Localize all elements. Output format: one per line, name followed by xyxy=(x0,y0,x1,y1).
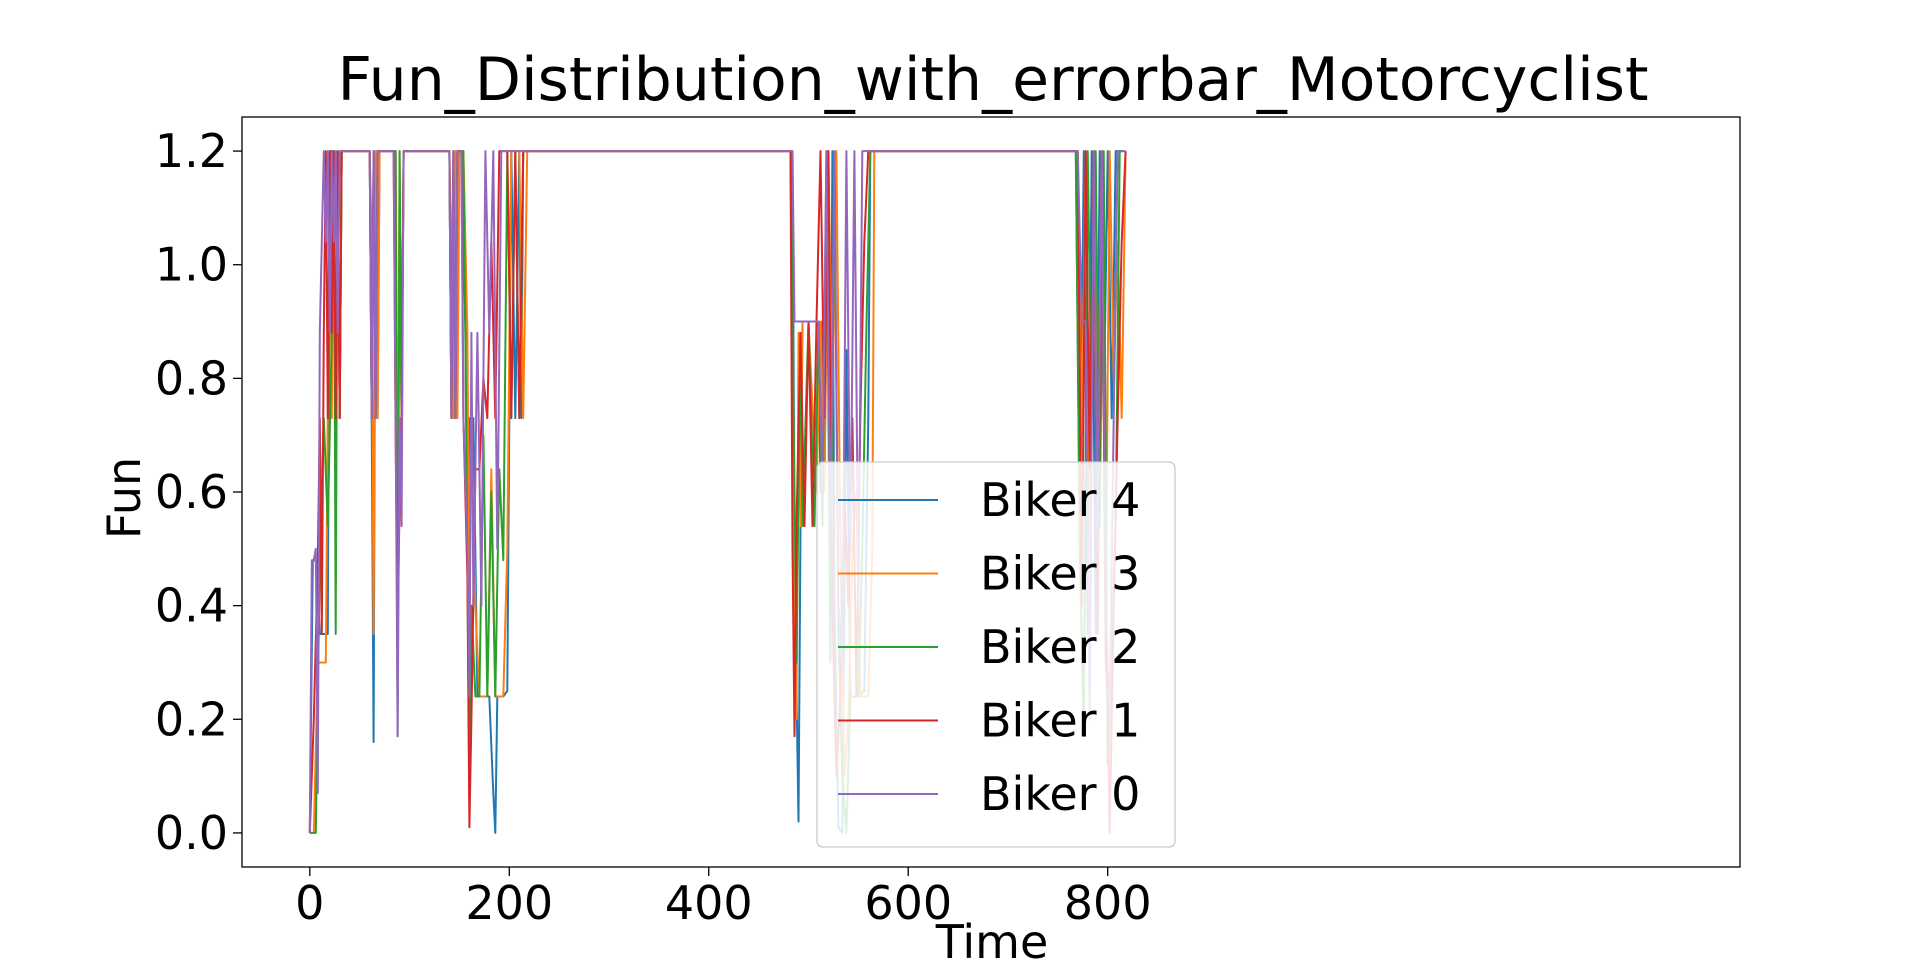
y-axis-label: Fun xyxy=(97,457,151,539)
y-tick-label: 1.0 xyxy=(155,238,228,292)
legend: Biker 4 Biker 3 Biker 2 Biker 1 Biker 0 xyxy=(816,461,1176,848)
y-tick-label: 0.4 xyxy=(155,579,228,633)
legend-label: Biker 4 xyxy=(980,473,1140,527)
x-tick-label: 600 xyxy=(864,876,952,930)
y-tick-label: 1.2 xyxy=(155,124,228,178)
y-tick-label: 0.2 xyxy=(155,692,228,746)
x-axis-label: Time xyxy=(935,915,1049,967)
chart-title: Fun_Distribution_with_errorbar_Motorcycl… xyxy=(337,45,1648,115)
y-tick-label: 0.6 xyxy=(155,465,228,519)
series-line-biker-0 xyxy=(308,150,1126,833)
x-tick-label: 200 xyxy=(465,876,553,930)
legend-box xyxy=(816,461,1176,848)
x-axis: 0 200 400 600 800 xyxy=(295,867,1152,930)
x-tick-label: 400 xyxy=(665,876,753,930)
y-tick-label: 0.0 xyxy=(155,806,228,860)
y-axis: 0.0 0.2 0.4 0.6 0.8 1.0 1.2 xyxy=(155,124,242,860)
x-tick-label: 800 xyxy=(1064,876,1152,930)
legend-label: Biker 0 xyxy=(980,767,1140,821)
legend-label: Biker 3 xyxy=(980,547,1140,601)
x-tick-label: 0 xyxy=(295,876,324,930)
legend-label: Biker 2 xyxy=(980,620,1140,674)
y-tick-label: 0.8 xyxy=(155,351,228,405)
legend-label: Biker 1 xyxy=(980,694,1140,748)
